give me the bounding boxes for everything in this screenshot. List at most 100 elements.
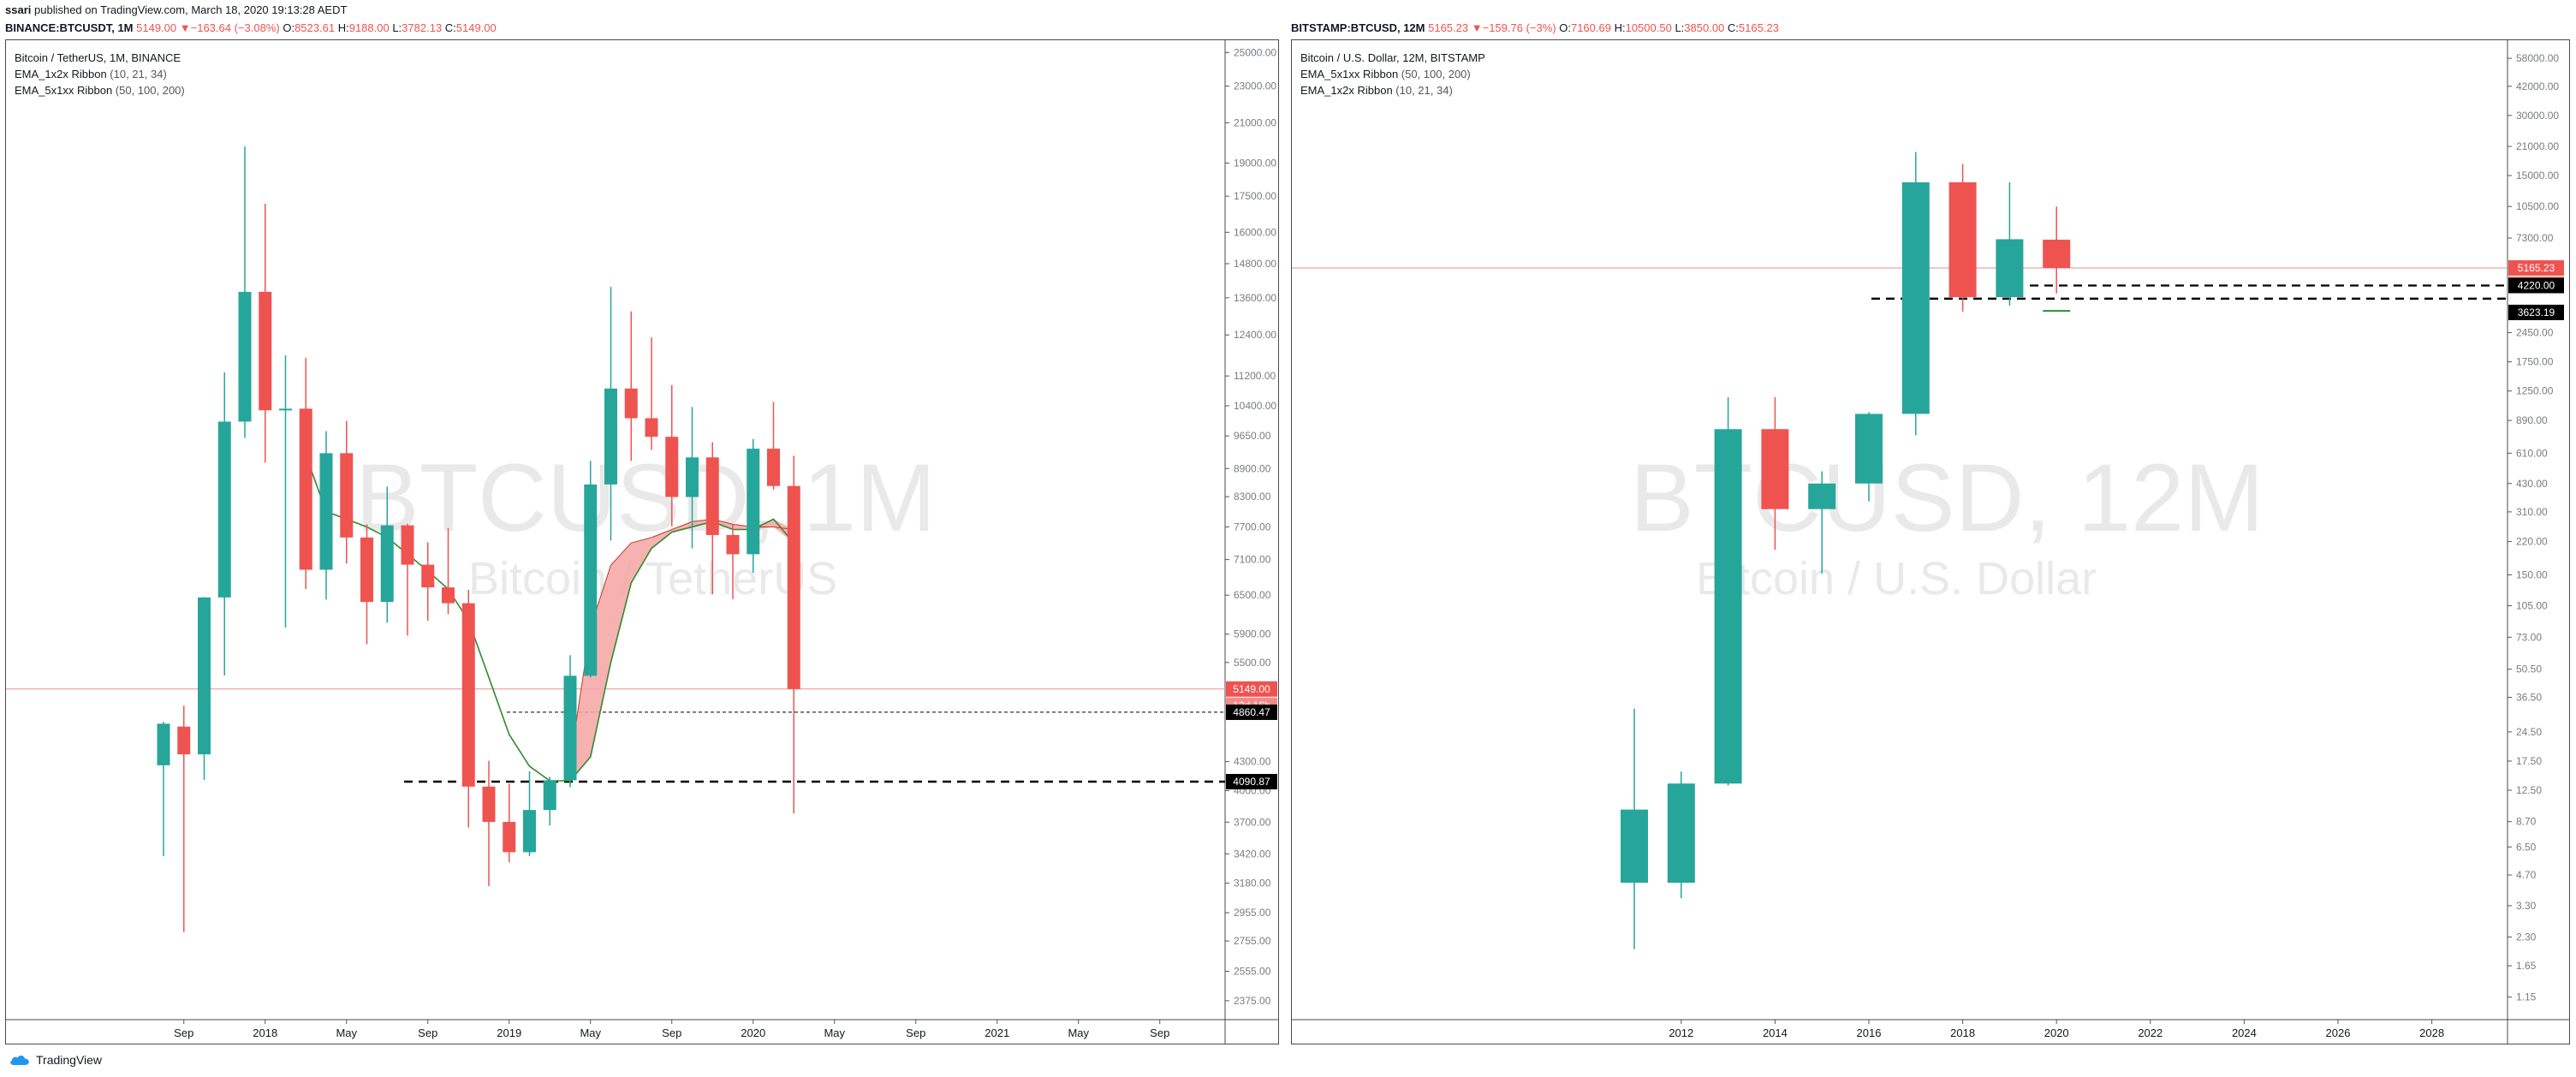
left-y-tick-label: 8300.00 — [1234, 491, 1271, 503]
left-legend-ind2[interactable]: EMA_5x1xx Ribbon (50, 100, 200) — [15, 82, 185, 98]
left-x-tick-label: Sep — [906, 1026, 925, 1039]
left-y-tick-label: 5900.00 — [1234, 628, 1271, 640]
left-low: 3782.13 — [402, 21, 443, 34]
left-last-price-badge — [1226, 681, 1277, 697]
right-y-tick-label: 30000.00 — [2516, 110, 2559, 122]
right-high: 10500.50 — [1625, 21, 1672, 34]
tradingview-footer[interactable]: TradingView — [9, 1053, 102, 1067]
left-ind2-params: (50, 100, 200) — [115, 84, 185, 97]
left-candle-body — [665, 437, 679, 497]
left-y-tick-label: 9650.00 — [1234, 430, 1271, 442]
right-legend-title: Bitcoin / U.S. Dollar, 12M, BITSTAMP — [1300, 51, 1485, 64]
right-y-tick-label: 17.50 — [2516, 755, 2542, 767]
left-h-label: H: — [337, 21, 349, 34]
left-candle-body — [624, 388, 638, 419]
left-ind1-params: (10, 21, 34) — [110, 68, 167, 80]
right-y-tick-label: 12.50 — [2516, 784, 2542, 796]
right-candle-body — [2043, 239, 2071, 269]
right-candle-body — [1855, 414, 1883, 484]
right-last-price-label: 5165.23 — [2518, 262, 2555, 274]
left-candle-body — [340, 453, 354, 538]
left-x-tick-label: Sep — [662, 1026, 681, 1039]
left-x-tick-label: May — [336, 1026, 357, 1039]
left-candle-body — [238, 291, 252, 422]
left-price-chart[interactable]: 25000.00 23000.00 21000.00 19000.00 17500.00… — [6, 40, 1278, 1044]
left-x-tick-label: Sep — [418, 1026, 437, 1039]
left-legend-ind1[interactable]: EMA_1x2x Ribbon (10, 21, 34) — [15, 66, 185, 82]
left-open: 8523.61 — [294, 21, 336, 34]
right-y-tick-label: 1.15 — [2516, 991, 2537, 1003]
left-candle-body — [705, 457, 719, 535]
left-x-tick-label: May — [1068, 1026, 1089, 1039]
left-candle-body — [503, 822, 516, 853]
cloud-logo-icon — [10, 1055, 29, 1065]
right-legend-ind2[interactable]: EMA_1x2x Ribbon (10, 21, 34) — [1300, 82, 1485, 98]
right-price-chart[interactable]: 58000.00 42000.00 30000.00 21000.00 15000.00… — [1292, 40, 2569, 1044]
left-y-tick-label: 2555.00 — [1234, 966, 1271, 978]
right-last: 5165.23 — [1428, 21, 1469, 34]
right-y-tick-label: 2450.00 — [2516, 327, 2554, 339]
left-symbol-header: BINANCE:BTCUSDT, 1M 5149.00 ▼−163.64 (−3… — [5, 21, 497, 34]
left-y-tick-label: 2755.00 — [1234, 935, 1271, 947]
right-candle-body — [1901, 181, 1930, 414]
right-x-tick-label: 2022 — [2138, 1026, 2163, 1039]
right-legend-ind1[interactable]: EMA_5x1xx Ribbon (50, 100, 200) — [1300, 66, 1485, 82]
left-ema-line — [305, 455, 794, 782]
left-change: ▼−163.64 (−3.08%) — [179, 21, 280, 34]
left-x-tick-label: 2021 — [985, 1026, 1009, 1039]
right-h-label: H: — [1614, 21, 1626, 34]
right-candle-body — [1714, 429, 1742, 784]
right-y-tick-label: 430.00 — [2516, 478, 2548, 490]
left-y-tick-label: 8900.00 — [1234, 462, 1271, 474]
left-x-tick-label: 2020 — [741, 1026, 765, 1039]
right-change: ▼−159.76 (−3%) — [1471, 21, 1556, 34]
left-legend-title: Bitcoin / TetherUS, 1M, BINANCE — [15, 51, 181, 64]
right-chart-panel[interactable]: BTCUSD, 12M Bitcoin / U.S. Dollar 58000.… — [1291, 39, 2570, 1044]
left-ind1-name: EMA_1x2x Ribbon — [15, 68, 107, 80]
left-y-tick-label: 5500.00 — [1234, 657, 1271, 669]
right-y-tick-label: 310.00 — [2516, 506, 2548, 518]
right-y-tick-label: 15000.00 — [2516, 170, 2559, 181]
left-candle-body — [259, 291, 272, 411]
right-y-tick-label: 1250.00 — [2516, 385, 2554, 397]
left-symbol[interactable]: BINANCE:BTCUSDT, 1M — [5, 21, 134, 34]
left-candle-body — [217, 421, 231, 598]
right-y-tick-label: 10500.00 — [2516, 200, 2559, 212]
right-x-tick-label: 2012 — [1669, 1026, 1693, 1039]
left-y-tick-label: 23000.00 — [1234, 80, 1276, 92]
right-low: 3850.00 — [1684, 21, 1725, 34]
left-candle-body — [380, 525, 394, 603]
left-x-tick-label: May — [580, 1026, 601, 1039]
left-candle-body — [198, 597, 211, 755]
right-x-tick-label: 2020 — [2044, 1026, 2069, 1039]
left-y-tick-label: 11200.00 — [1234, 370, 1276, 382]
left-candle-body — [563, 675, 577, 781]
author-name: ssari — [5, 3, 32, 16]
right-y-tick-label: 610.00 — [2516, 447, 2548, 459]
right-level-label: 3623.19 — [2518, 306, 2555, 318]
left-y-tick-label: 13600.00 — [1234, 292, 1276, 304]
left-y-tick-label: 2955.00 — [1234, 907, 1271, 919]
left-y-tick-label: 10400.00 — [1234, 400, 1276, 412]
left-candle-body — [482, 786, 496, 823]
right-x-tick-label: 2028 — [2419, 1026, 2444, 1039]
right-close: 5165.23 — [1738, 21, 1779, 34]
left-chart-panel[interactable]: BTCUSD, 1M Bitcoin / TetherUS 25000.00 23… — [5, 39, 1279, 1044]
right-symbol[interactable]: BITSTAMP:BTCUSD, 12M — [1291, 21, 1425, 34]
right-x-tick-label: 2018 — [1950, 1026, 1975, 1039]
left-y-tick-label: 4300.00 — [1234, 756, 1271, 768]
right-y-tick-label: 2.30 — [2516, 931, 2537, 943]
left-ind2-name: EMA_5x1xx Ribbon — [15, 84, 113, 97]
left-candle-body — [604, 388, 617, 485]
left-y-tick-label: 14800.00 — [1234, 258, 1276, 270]
right-ind1-params: (50, 100, 200) — [1401, 68, 1471, 80]
publish-text: published on TradingView.com, March 18, … — [34, 3, 348, 16]
right-x-tick-label: 2014 — [1763, 1026, 1788, 1039]
left-candle-body — [360, 537, 373, 603]
right-y-tick-label: 220.00 — [2516, 536, 2548, 548]
right-open: 7160.69 — [1570, 21, 1611, 34]
right-y-tick-label: 36.50 — [2516, 692, 2542, 704]
left-candle-body — [177, 726, 191, 755]
left-candle-body — [442, 587, 455, 604]
right-y-tick-label: 6.50 — [2516, 841, 2537, 853]
